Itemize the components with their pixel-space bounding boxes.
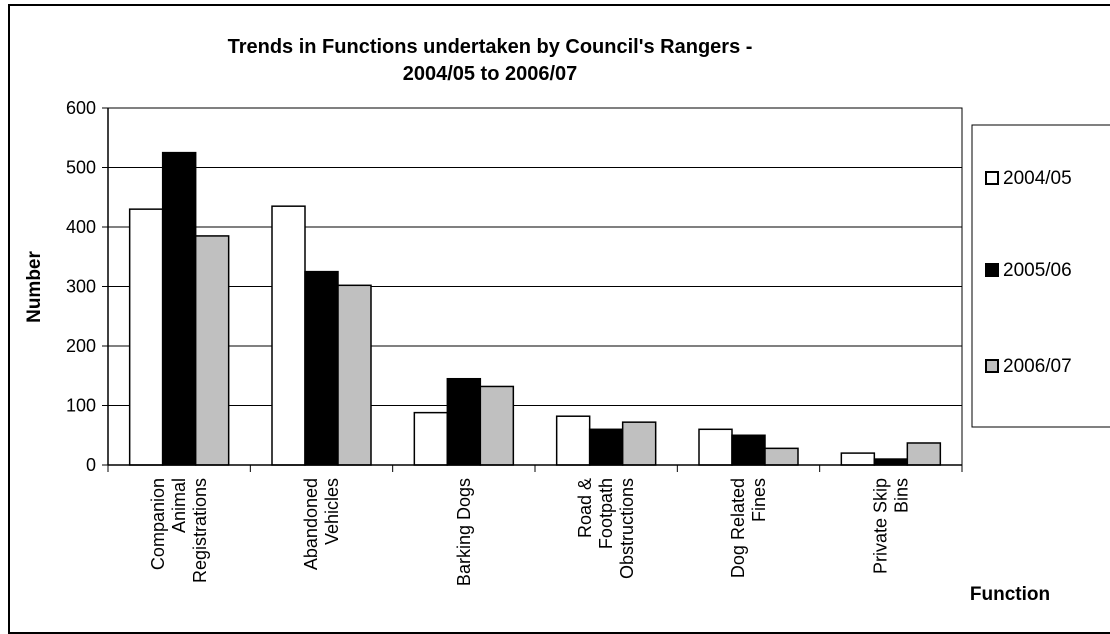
legend-swatch: [985, 171, 999, 185]
bar-2004-05: [840, 452, 876, 466]
legend-label: 2005/06: [1003, 260, 1072, 281]
legend-label: 2006/07: [1003, 356, 1072, 377]
legend-swatch: [985, 359, 999, 373]
bar-2006-07: [764, 447, 799, 466]
bar-2006-07: [194, 235, 230, 466]
y-tick-label: 100: [66, 396, 96, 416]
legend-swatch: [985, 263, 999, 277]
bar-2005-06: [731, 434, 766, 466]
bar-2005-06: [873, 458, 909, 466]
chart-title: Trends in Functions undertaken by Counci…: [228, 36, 753, 58]
category-label: Bins: [891, 478, 911, 513]
x-axis-label: Function: [970, 584, 1050, 605]
bar-2006-07: [479, 385, 515, 466]
category-label: Animal: [169, 478, 189, 533]
bar-2006-07: [906, 442, 942, 466]
gridlines: [107, 107, 963, 466]
category-label: Abandoned: [301, 478, 321, 570]
y-tick-label: 400: [66, 217, 96, 237]
y-tick-label: 600: [66, 98, 96, 118]
category-label: Road &: [575, 478, 595, 538]
legend: 2004/05 2005/06 2006/07: [971, 124, 1110, 428]
bar-2005-06: [446, 377, 482, 466]
category-label: Fines: [749, 478, 769, 522]
y-tick-label: 300: [66, 277, 96, 297]
bar-2005-06: [588, 428, 624, 466]
bar-2004-05: [128, 208, 164, 466]
bar-2006-07: [337, 284, 372, 466]
category-label: Dog Related: [728, 478, 748, 578]
y-axis-label: Number: [24, 251, 45, 323]
bar-2005-06: [161, 151, 197, 466]
category-label: Barking Dogs: [454, 478, 474, 586]
bar-2004-05: [555, 415, 591, 466]
bar-2005-06: [304, 270, 339, 466]
bar-2006-07: [621, 421, 657, 466]
category-label: Companion: [148, 478, 168, 570]
category-label: Obstructions: [617, 478, 637, 579]
bar-2004-05: [271, 205, 306, 466]
y-tick-label: 0: [86, 455, 96, 475]
bar-2004-05: [413, 411, 449, 466]
category-label: Footpath: [596, 478, 616, 549]
category-label: Vehicles: [322, 478, 342, 545]
y-tick-label: 200: [66, 336, 96, 356]
bar-2004-05: [698, 428, 733, 466]
axes: 0 100 200 300 400 500 600 Companion Animal Regist…: [66, 98, 963, 586]
category-label: Private Skip: [870, 478, 890, 574]
bars: [128, 151, 942, 466]
y-tick-label: 500: [66, 158, 96, 178]
category-label: Registrations: [190, 478, 210, 583]
chart-subtitle: 2004/05 to 2006/07: [403, 63, 578, 85]
legend-label: 2004/05: [1003, 168, 1072, 189]
